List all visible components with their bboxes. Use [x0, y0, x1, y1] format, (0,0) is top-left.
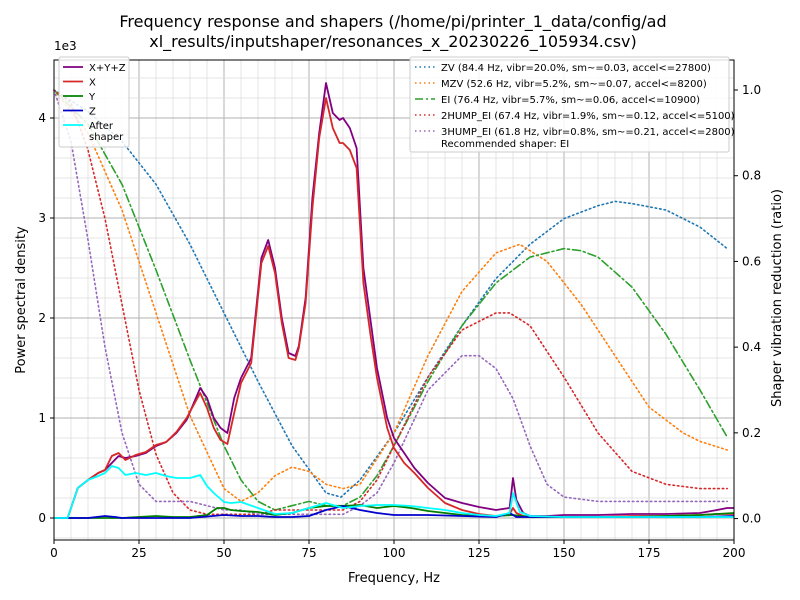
x-tick-label: 50	[216, 546, 231, 560]
y-right-tick-label: 0.2	[742, 426, 761, 440]
legend-shaper-label: MZV (52.6 Hz, vibr=5.2%, sm~=0.07, accel…	[441, 79, 707, 90]
x-tick-label: 200	[723, 546, 746, 560]
y-right-axis-label: Shaper vibration reduction (ratio)	[770, 189, 785, 407]
legend-shaper-label: 2HUMP_EI (67.4 Hz, vibr=1.9%, sm~=0.12, …	[441, 111, 735, 122]
legend-recommended-text: Recommended shaper: EI	[441, 139, 569, 150]
psd-curves	[54, 82, 735, 519]
legend-psd-label: After	[89, 121, 114, 132]
y-right-tick-label: 0.6	[742, 254, 761, 268]
legend-shaper-label: ZV (84.4 Hz, vibr=20.0%, sm~=0.03, accel…	[441, 63, 711, 74]
legend-shaper-label: EI (76.4 Hz, vibr=5.7%, sm~=0.06, accel<…	[441, 95, 700, 106]
shaper-curves	[53, 89, 729, 516]
y-left-tick-label: 0	[38, 511, 46, 525]
legend-psd-label: shaper	[89, 132, 124, 143]
y-left-axis-ticks: 0 1 2 3 4	[38, 111, 54, 525]
psd-line-4	[54, 465, 734, 519]
shaper-line-4	[53, 89, 729, 516]
legend-shapers-box	[409, 56, 730, 153]
x-tick-label: 150	[553, 546, 576, 560]
legend-psd-label: X+Y+Z	[89, 63, 126, 74]
psd-line-1	[54, 97, 734, 519]
x-tick-label: 0	[50, 546, 58, 560]
legend-psd-label: Y	[88, 92, 96, 103]
legend-shaper-label: 3HUMP_EI (61.8 Hz, vibr=0.8%, sm~=0.21, …	[441, 127, 735, 138]
x-axis-ticks: 0 25 50 75 100 125 150 175 200	[50, 540, 745, 560]
y-left-tick-label: 1	[38, 411, 46, 425]
y-offset-text: 1e3	[54, 39, 77, 53]
legend-psd-label: Z	[89, 107, 96, 118]
y-left-axis-label: Power spectral density	[14, 226, 29, 374]
legend-shapers: Recommended shaper: EI ZV (84.4 Hz, vibr…	[409, 56, 735, 153]
chart-title-line-2: xl_results/inputshaper/resonances_x_2023…	[149, 32, 636, 52]
shaper-line-0	[53, 89, 729, 498]
shaper-line-1	[53, 89, 729, 503]
x-tick-label: 100	[383, 546, 406, 560]
shaper-line-3	[53, 89, 729, 516]
y-left-tick-label: 3	[38, 211, 46, 225]
y-right-tick-label: 0.8	[742, 169, 761, 183]
x-tick-label: 125	[468, 546, 491, 560]
chart-title-line-1: Frequency response and shapers (/home/pi…	[119, 12, 666, 32]
y-left-tick-label: 4	[38, 111, 46, 125]
y-right-axis-ticks: 0.0 0.2 0.4 0.6 0.8 1.0	[734, 83, 761, 526]
x-tick-label: 175	[638, 546, 661, 560]
x-tick-label: 75	[301, 546, 316, 560]
legend-psd-label: X	[89, 78, 96, 89]
x-axis-label: Frequency, Hz	[348, 571, 440, 586]
y-right-tick-label: 0.4	[742, 340, 761, 354]
y-left-tick-label: 2	[38, 311, 46, 325]
x-tick-label: 25	[131, 546, 146, 560]
y-right-tick-label: 1.0	[742, 83, 761, 97]
y-right-tick-label: 0.0	[742, 512, 761, 526]
